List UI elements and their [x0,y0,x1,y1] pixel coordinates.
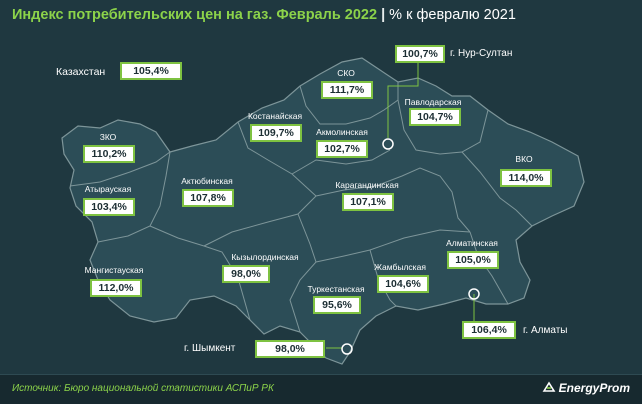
city-label-almaty: г. Алматы [523,325,568,336]
brand-logo: EnergyProm [542,381,630,395]
region-value-sko: 111,7% [321,81,373,99]
source-note: Источник: Бюро национальной статистики А… [12,383,274,394]
city-label-nur-sultan: г. Нур-Султан [450,48,513,59]
kazakhstan-label: Казахстан [56,66,106,78]
city-label-shymkent: г. Шымкент [184,343,236,354]
region-value-kyzylorda: 98,0% [222,265,270,283]
region-value-akmola: 102,7% [316,140,368,158]
footer: Источник: Бюро национальной статистики А… [0,374,642,404]
chart-title: Индекс потребительских цен на газ. Февра… [12,7,516,23]
region-label-atyrau: Атырауская [84,184,132,194]
title-main: Индекс потребительских цен на газ. Февра… [12,7,378,23]
city-marker-nur-sultan [382,138,394,150]
region-value-zko: 110,2% [83,145,135,163]
region-value-vko: 114,0% [500,169,552,187]
region-label-karaganda: Карагандинская [335,180,399,190]
region-label-mangystau: Мангистауская [84,265,144,275]
city-marker-almaty [468,288,480,300]
region-value-pavlodar: 104,7% [409,108,461,126]
city-marker-shymkent [341,343,353,355]
region-value-mangystau: 112,0% [90,279,142,297]
region-value-turkistan: 95,6% [313,296,361,314]
region-label-kyzylorda: Кызылординская [231,252,299,262]
region-label-almaty-region: Алматинская [446,238,498,248]
region-label-sko: СКО [337,68,355,78]
country-outline [61,57,585,365]
region-value-almaty-region: 105,0% [447,251,499,269]
city-value-nur-sultan: 100,7% [395,45,445,63]
title-separator: | [381,7,386,23]
city-value-shymkent: 98,0% [255,340,325,358]
region-value-atyrau: 103,4% [83,198,135,216]
region-label-turkistan: Туркестанская [307,284,365,294]
region-label-akmola: Акмолинская [316,127,368,137]
region-label-aktobe: Актюбинская [181,176,233,186]
region-label-pavlodar: Павлодарская [404,97,462,107]
city-value-almaty: 106,4% [462,321,516,339]
kazakhstan-value: 105,4% [120,62,182,80]
region-value-kostanay: 109,7% [250,124,302,142]
region-label-zhambyl: Жамбылская [374,262,426,272]
region-value-aktobe: 107,8% [182,189,234,207]
region-label-zko: ЗКО [99,132,117,142]
brand-name: EnergyProm [558,381,630,395]
region-value-karaganda: 107,1% [342,193,394,211]
region-value-zhambyl: 104,6% [377,275,429,293]
energyprom-logo-icon [542,381,556,392]
region-borders [69,82,533,333]
title-subtitle: % к февралю 2021 [389,7,516,23]
region-label-kostanay: Костанайская [247,111,303,121]
region-label-vko: ВКО [515,154,533,164]
